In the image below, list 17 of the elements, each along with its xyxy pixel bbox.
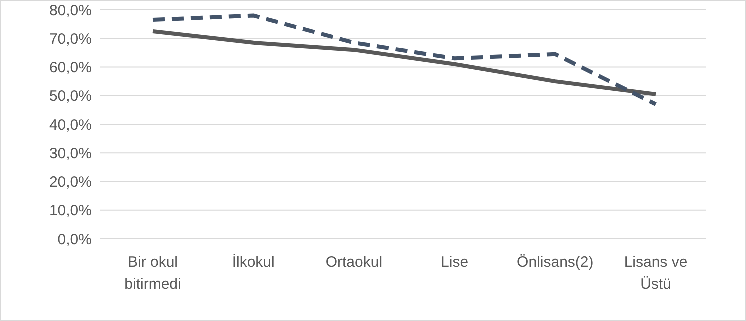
x-tick-label: Lisans ve Üstü — [624, 254, 688, 293]
x-tick-label: İlkokul — [232, 253, 275, 271]
y-tick-label: 60,0% — [49, 60, 92, 76]
y-tick-label: 40,0% — [49, 116, 92, 134]
y-tick-label: 10,0% — [49, 202, 92, 220]
x-tick-label: Önlisans(2) — [517, 254, 594, 271]
y-tick-label: 0,0% — [58, 231, 92, 248]
y-tick-label: 30,0% — [49, 145, 92, 162]
y-tick-label: 70,0% — [49, 30, 92, 48]
line-series — [151, 29, 658, 96]
x-tick-label: Bir okul bitirmedi — [124, 254, 182, 293]
y-tick-label: 50,0% — [49, 88, 92, 106]
x-tick-label: Ortaokul — [326, 254, 383, 271]
y-tick-label: 80,0% — [49, 2, 92, 20]
y-tick-label: 20,0% — [49, 174, 92, 191]
line-series — [151, 14, 658, 106]
x-tick-label: Lise — [441, 254, 469, 271]
